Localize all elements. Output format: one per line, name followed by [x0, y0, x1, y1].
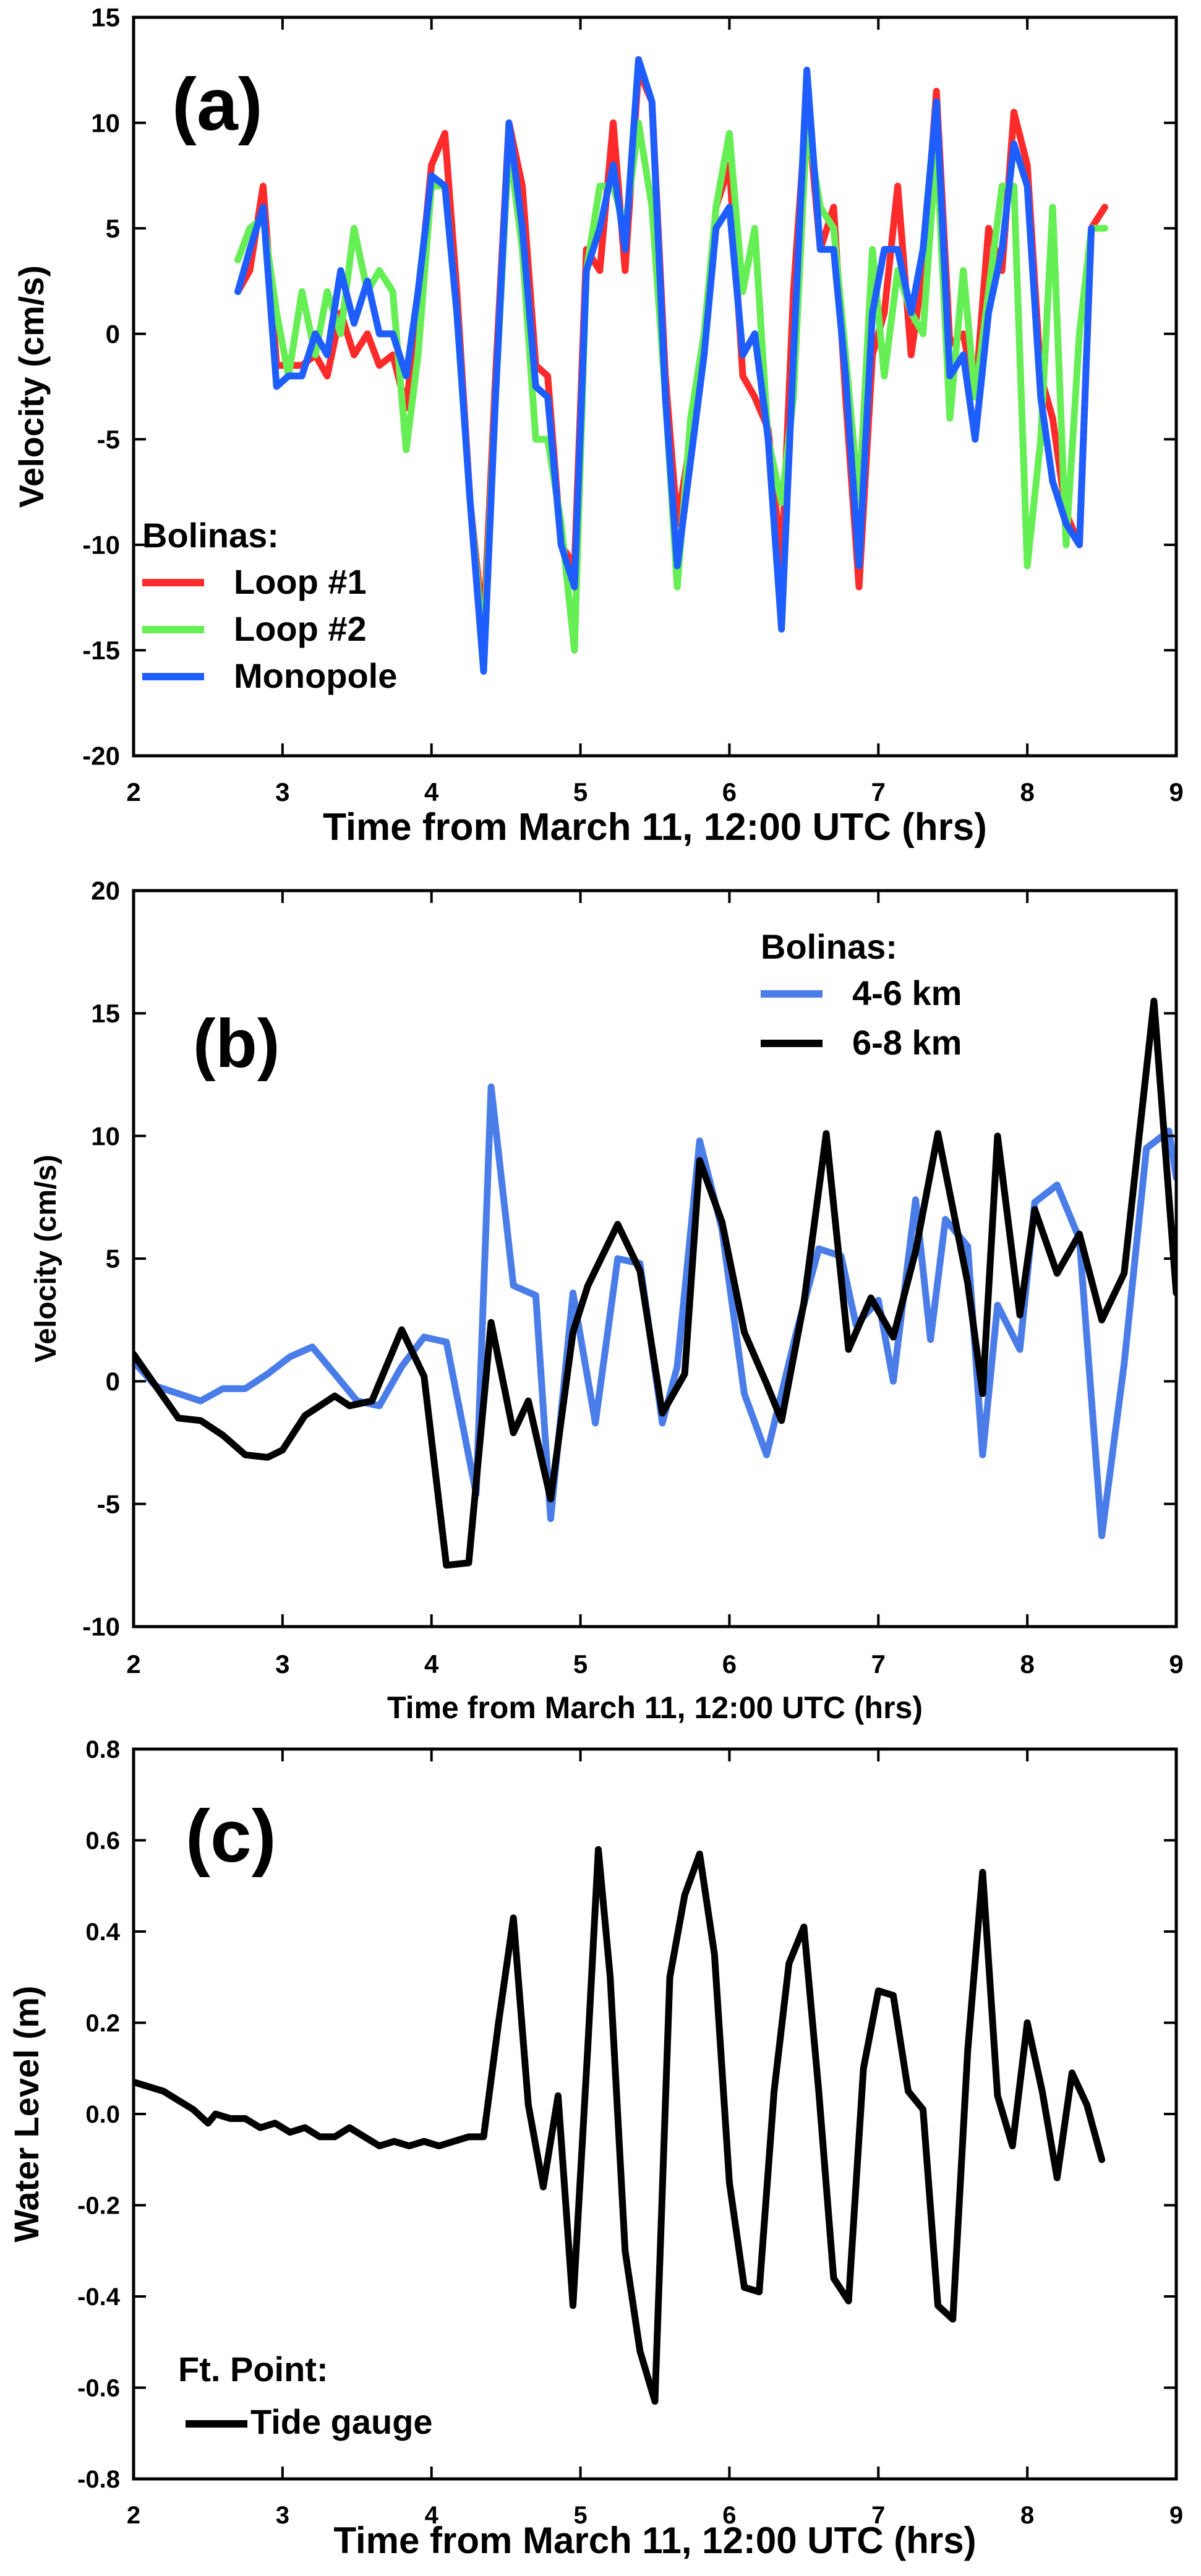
panels: 2 3 4 5 6 7 8 9 -20 -15 -10 -5 0 5 10 15 Time from March…: [7, 3, 1184, 2561]
y-axis-label: Velocity (cm/s): [12, 265, 51, 508]
y-tick-label: -5: [97, 1489, 120, 1518]
x-tick-label: 2: [126, 777, 140, 807]
y-tick-label: -10: [82, 531, 120, 560]
panel-label: (c): [186, 1795, 276, 1878]
y-tick-label: 10: [91, 1121, 120, 1150]
x-tick-label: 2: [126, 1650, 140, 1679]
legend-label: 6-8 km: [852, 1023, 962, 1062]
x-tick-label: 7: [871, 2502, 885, 2529]
legend-label: Loop #1: [234, 562, 367, 601]
y-tick-label: 0: [106, 1367, 120, 1396]
legend-label: 4-6 km: [852, 973, 962, 1012]
legend: Bolinas: 4-6 km 6-8 km: [761, 927, 962, 1062]
y-tick-label: -20: [82, 742, 120, 771]
y-tick-label: -0.2: [77, 2193, 120, 2220]
y-tick-label: 20: [91, 876, 120, 905]
y-tick-label: 15: [91, 3, 120, 32]
y-tick-label: -0.6: [77, 2375, 120, 2402]
y-tick-label: -0.8: [77, 2466, 120, 2493]
legend-item: Tide gauge: [186, 2402, 433, 2441]
legend-label: Loop #2: [234, 609, 367, 648]
x-tick-label: 2: [127, 2502, 140, 2529]
x-tick-label: 7: [871, 777, 886, 807]
series-line-6-8-km: [134, 998, 1176, 1569]
legend: Bolinas: Loop #1 Loop #2 Monopole: [142, 516, 397, 695]
y-tick-label: -15: [82, 636, 120, 665]
series-line-4-6-km: [134, 1083, 1176, 1539]
panel-label: (a): [172, 63, 263, 146]
y-tick-label: -10: [82, 1612, 120, 1641]
x-tick-label: 5: [573, 2502, 587, 2529]
x-tick-label: 9: [1169, 1650, 1183, 1679]
x-tick-label: 3: [275, 777, 289, 807]
y-tick-label: -5: [97, 425, 120, 454]
x-axis-label: Time from March 11, 12:00 UTC (hrs): [323, 806, 987, 849]
legend-item: 4-6 km: [761, 973, 962, 1012]
y-axis-label: Velocity (cm/s): [30, 1155, 62, 1363]
x-tick-label: 4: [425, 2502, 439, 2529]
x-tick-label: 9: [1169, 777, 1183, 807]
x-tick-label: 4: [424, 777, 439, 807]
x-tick-label: 9: [1169, 2502, 1183, 2529]
legend-title: Ft. Point:: [178, 2350, 328, 2389]
series-line-tide-gauge: [134, 1846, 1106, 2405]
chart-panel-3: 2 3 4 5 6 7 8 9 -0.8 -0.6 -0.4 -0.2 0.0 0.2 0.4 0.6 0.8 T…: [7, 1736, 1183, 2561]
y-tick-label: 5: [106, 214, 120, 243]
y-tick-label: 0: [106, 319, 120, 348]
y-axis-label: Water Level (m): [7, 1986, 46, 2243]
x-tick-label: 6: [722, 1650, 737, 1679]
x-tick-label: 5: [573, 777, 588, 807]
x-axis-label: Time from March 11, 12:00 UTC (hrs): [333, 2520, 976, 2561]
y-tick-label: 15: [91, 999, 120, 1028]
x-tick-label: 8: [1020, 1650, 1034, 1679]
y-tick-label: 0.2: [85, 2010, 120, 2037]
series-line-monopole: [234, 56, 1095, 675]
x-tick-label: 3: [275, 1650, 289, 1679]
legend-label: Tide gauge: [250, 2402, 433, 2441]
legend-item: Monopole: [142, 656, 397, 695]
y-tick-label: 0.6: [85, 1828, 120, 1855]
y-tick-label: 0.8: [85, 1736, 120, 1763]
x-tick-label: 4: [424, 1650, 439, 1679]
y-tick-label: 0.0: [85, 2101, 120, 2128]
legend-title: Bolinas:: [142, 516, 279, 555]
plot-frame: [132, 15, 1178, 758]
x-tick-label: 8: [1020, 777, 1034, 807]
y-tick-label: 5: [106, 1244, 120, 1273]
panel-label: (b): [193, 1006, 280, 1082]
chart-panel-2: 2 3 4 5 6 7 8 9 -10 -5 0 5 10 15 20 Time from March 11,…: [30, 876, 1184, 1725]
y-tick-label: -0.4: [77, 2283, 121, 2311]
y-tick-label: 10: [91, 108, 120, 137]
x-tick-label: 6: [722, 777, 737, 807]
legend-label: Monopole: [234, 656, 397, 695]
x-tick-label: 5: [573, 1650, 588, 1679]
legend-title: Bolinas:: [761, 927, 897, 966]
legend-item: 6-8 km: [761, 1023, 962, 1062]
legend-item: Loop #2: [142, 609, 367, 648]
x-tick-label: 8: [1020, 2502, 1034, 2529]
x-tick-label: 6: [722, 2502, 736, 2529]
x-tick-label: 3: [276, 2502, 289, 2529]
x-tick-label: 7: [871, 1650, 886, 1679]
chart-panel-1: 2 3 4 5 6 7 8 9 -20 -15 -10 -5 0 5 10 15 Time from March…: [12, 3, 1184, 849]
x-axis-label: Time from March 11, 12:00 UTC (hrs): [387, 1690, 923, 1725]
y-tick-label: 0.4: [85, 1919, 120, 1946]
legend-item: Loop #1: [142, 562, 367, 601]
legend: Ft. Point: Tide gauge: [178, 2350, 433, 2441]
